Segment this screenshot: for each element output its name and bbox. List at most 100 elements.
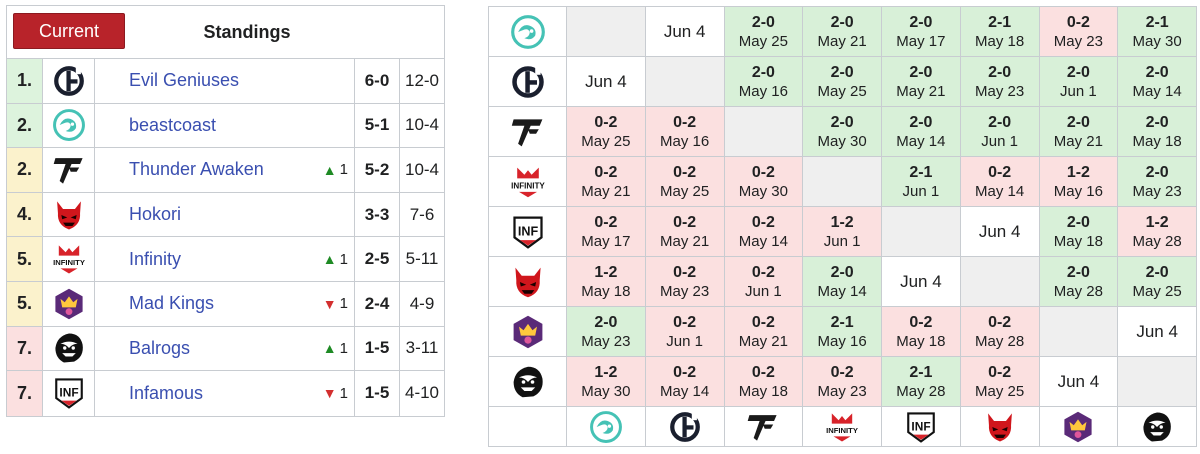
rank-change: ▼ 1: [323, 385, 348, 402]
beastcoast-logo[interactable]: [488, 6, 567, 57]
match-date: May 16: [1053, 182, 1103, 200]
rank-change: ▼ 1: [323, 295, 348, 312]
self-match-cell: [959, 256, 1040, 307]
loss-cell: 1-2 May 16: [1038, 156, 1119, 207]
team-name-link[interactable]: Infamous: [129, 382, 204, 403]
match-record: 5-2: [355, 148, 400, 192]
match-score: 2-0: [830, 13, 854, 31]
loss-cell: 0-2 May 18: [881, 306, 961, 357]
current-button[interactable]: Current: [13, 13, 125, 49]
match-date: May 28: [1132, 232, 1182, 250]
rank-change-value: 1: [339, 250, 348, 268]
team-name-link[interactable]: Infinity: [129, 248, 182, 269]
team-cell: Mad Kings ▼ 1: [95, 281, 355, 326]
svg-text:INF: INF: [517, 224, 538, 238]
match-date: May 21: [817, 32, 867, 50]
match-date: May 17: [581, 232, 631, 250]
arrow-up-icon: ▲: [322, 340, 337, 357]
match-date: Jun 4: [900, 271, 942, 291]
evil-geniuses-logo[interactable]: [488, 56, 567, 107]
hokori-logo[interactable]: [43, 192, 95, 237]
win-cell: 2-0 May 25: [1117, 256, 1197, 307]
standings-title: Standings: [203, 21, 291, 42]
match-score: 0-2: [594, 213, 618, 231]
game-record: 12-0: [400, 59, 444, 103]
team-name-link[interactable]: Hokori: [129, 204, 182, 225]
beastcoast-logo[interactable]: [43, 103, 95, 148]
beastcoast-logo[interactable]: [566, 406, 646, 447]
team-name-link[interactable]: Mad Kings: [129, 293, 215, 314]
infamous-logo[interactable]: INF: [43, 371, 95, 416]
team-name-link[interactable]: Evil Geniuses: [129, 70, 240, 91]
loss-cell: 0-2 May 23: [802, 356, 882, 407]
thunder-awaken-logo[interactable]: [43, 148, 95, 192]
win-cell: 2-1 Jun 1: [881, 156, 961, 207]
crosstable-row: Jun 4 2-0 May 25 2-0 May 21 2-0 May 17 2-1 May 1…: [488, 6, 1197, 57]
rank-change: ▲ 1: [323, 161, 348, 178]
win-cell: 2-0 May 18: [1038, 206, 1119, 257]
infinity-logo[interactable]: INFINITY: [802, 406, 882, 447]
balrogs-logo[interactable]: [488, 356, 567, 407]
hokori-logo[interactable]: [488, 256, 567, 307]
svg-text:INFINITY: INFINITY: [826, 425, 858, 434]
mad-kings-logo[interactable]: [488, 306, 567, 357]
mad-kings-logo[interactable]: [43, 281, 95, 326]
upcoming-match-cell: Jun 4: [959, 206, 1040, 257]
team-name-link[interactable]: beastcoast: [129, 114, 217, 135]
match-score: 0-2: [594, 113, 618, 131]
loss-cell: 0-2 May 25: [644, 156, 725, 207]
evil-geniuses-logo[interactable]: [644, 406, 725, 447]
self-match-cell: [644, 56, 725, 107]
match-date: May 21: [1053, 132, 1103, 150]
match-score: 2-0: [988, 113, 1012, 131]
match-date: May 23: [660, 282, 710, 300]
thunder-awaken-logo[interactable]: [488, 106, 567, 157]
upcoming-match-cell: Jun 4: [1038, 356, 1119, 407]
crosstable-row: 2-0 May 23 0-2 Jun 1 0-2 May 21 2-1 May 16 0-2 Ma…: [488, 306, 1197, 357]
evil-geniuses-logo[interactable]: [43, 59, 95, 103]
match-date: May 23: [975, 82, 1025, 100]
match-score: 0-2: [673, 363, 697, 381]
infamous-logo[interactable]: INF: [881, 406, 961, 447]
results-crosstable: Jun 4 2-0 May 25 2-0 May 21 2-0 May 17 2-1 May 1…: [488, 6, 1197, 447]
match-date: Jun 4: [585, 71, 627, 91]
balrogs-logo[interactable]: [1117, 406, 1197, 447]
win-cell: 2-0 May 30: [802, 106, 882, 157]
match-record: 1-5: [355, 371, 400, 416]
win-cell: 2-0 May 16: [723, 56, 804, 107]
win-cell: 2-0 May 23: [959, 56, 1040, 107]
rank-cell: 7.: [7, 371, 43, 416]
mad-kings-logo[interactable]: [1038, 406, 1119, 447]
crosstable-row: 1-2 May 18 0-2 May 23 0-2 Jun 1 2-0 May 14 Jun 4…: [488, 256, 1197, 307]
match-score: 0-2: [751, 363, 775, 381]
rank-cell: 5.: [7, 281, 43, 326]
infinity-logo[interactable]: INFINITY: [43, 237, 95, 281]
hokori-logo[interactable]: [959, 406, 1040, 447]
match-score: 2-0: [830, 63, 854, 81]
thunder-awaken-logo[interactable]: [723, 406, 804, 447]
win-cell: 2-0 May 25: [802, 56, 882, 107]
win-cell: 2-1 May 28: [881, 356, 961, 407]
rank-cell: 2.: [7, 148, 43, 192]
team-name-link[interactable]: Thunder Awaken: [129, 159, 264, 180]
match-score: 2-0: [1145, 163, 1169, 181]
match-date: Jun 1: [1060, 82, 1097, 100]
loss-cell: 0-2 May 21: [566, 156, 646, 207]
match-date: May 16: [660, 132, 710, 150]
balrogs-logo[interactable]: [43, 326, 95, 371]
match-date: Jun 4: [663, 21, 706, 41]
match-date: Jun 4: [1136, 321, 1178, 341]
match-score: 2-0: [751, 63, 775, 81]
team-cell: Evil Geniuses: [95, 59, 355, 103]
standings-row: 4. Hokori 3-3 7-6: [7, 192, 444, 238]
win-cell: 2-0 May 18: [1117, 106, 1197, 157]
loss-cell: 0-2 May 23: [644, 256, 725, 307]
match-date: Jun 1: [745, 282, 782, 300]
infamous-logo[interactable]: INF: [488, 206, 567, 257]
match-date: May 14: [896, 132, 946, 150]
team-name-link[interactable]: Balrogs: [129, 337, 191, 358]
win-cell: 2-0 May 23: [566, 306, 646, 357]
match-score: 2-1: [1145, 13, 1169, 31]
match-date: May 14: [738, 232, 788, 250]
infinity-logo[interactable]: INFINITY: [488, 156, 567, 207]
